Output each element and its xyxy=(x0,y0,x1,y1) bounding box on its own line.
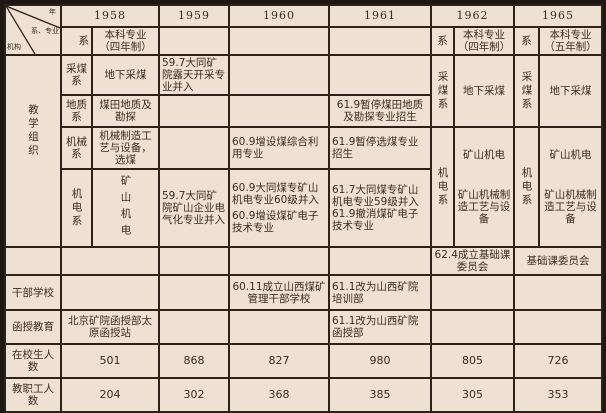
dept-header-1965: 系 xyxy=(513,26,540,56)
empty-cell xyxy=(158,274,230,311)
correspondence-1961: 61.1改为山西矿院函授部 xyxy=(328,309,432,345)
students-1961: 980 xyxy=(328,343,432,379)
cadre-1960: 60.11成立山西煤矿管理干部学校 xyxy=(228,274,330,311)
empty-cell xyxy=(430,309,515,345)
year-1965: 1965 xyxy=(513,4,603,28)
correspondence-label: 函授教育 xyxy=(4,309,62,345)
staff-1959: 302 xyxy=(158,377,230,413)
corner-org: 机构 xyxy=(7,43,21,51)
students-1959: 868 xyxy=(158,343,230,379)
dept-header-1962: 系 xyxy=(430,26,455,56)
staff-1960: 368 xyxy=(228,377,330,413)
empty-cell xyxy=(158,309,230,345)
empty-cell xyxy=(60,274,160,311)
empty-cell xyxy=(228,94,330,128)
empty-cell xyxy=(228,26,330,56)
basic-1965: 基础课委员会 xyxy=(513,246,603,276)
cadre-label: 干部学校 xyxy=(4,274,62,311)
empty-cell xyxy=(158,94,230,128)
dept-em-1965: 机电系 xyxy=(513,126,540,248)
staff-1962: 305 xyxy=(430,377,515,413)
electromech-1959: 59.7大同矿院矿山企业电气化专业并入 xyxy=(158,168,230,248)
staff-1958: 204 xyxy=(60,377,160,413)
students-label: 在校生人数 xyxy=(4,343,62,379)
empty-cell xyxy=(158,126,230,170)
year-1958: 1958 xyxy=(60,4,160,28)
empty-cell xyxy=(513,309,603,345)
electromech-1961: 61.7大同煤专矿山机电专业59级并入 61.9撤消煤矿电子技术专业 xyxy=(328,168,432,248)
staff-label: 教职工人数 xyxy=(4,377,62,413)
mining-1959: 59.7大同矿院露天开采专业并入 xyxy=(158,54,230,96)
teaching-org-label: 教学组织 xyxy=(4,54,62,248)
empty-cell xyxy=(158,26,230,56)
geology-1961: 61.9暂停煤田地质及勘探专业招生 xyxy=(328,94,432,128)
year-1961: 1961 xyxy=(328,4,432,28)
major-mining-1962: 地下采煤 xyxy=(453,54,515,128)
dept-mining-1962: 采煤系 xyxy=(430,54,455,128)
majors-em-1965: 矿山机电 矿山机械制造工艺与设备 xyxy=(538,126,603,248)
corner-header: 年 系、专业 机构 xyxy=(4,4,62,56)
dept-electromech: 机电系 xyxy=(60,168,93,248)
students-1958: 501 xyxy=(60,343,160,379)
empty-cell xyxy=(158,246,230,276)
major-geology: 煤田地质及勘探 xyxy=(91,94,160,128)
basic-1962: 62.4成立基础课委员会 xyxy=(430,246,515,276)
dept-mining: 采煤系 xyxy=(60,54,93,96)
major-mining-1965: 地下采煤 xyxy=(538,54,603,128)
history-table: 年 系、专业 机构 1958 1959 1960 1961 1962 1965 … xyxy=(4,4,603,413)
year-1960: 1960 xyxy=(228,4,330,28)
empty-cell xyxy=(228,246,330,276)
corner-dept-major: 系、专业 xyxy=(31,27,59,35)
staff-1965: 353 xyxy=(513,377,603,413)
empty-cell xyxy=(60,246,160,276)
students-1962: 805 xyxy=(430,343,515,379)
empty-cell xyxy=(228,54,330,96)
major-machinery: 机械制造工艺与设备，选煤 xyxy=(91,126,160,170)
corner-year: 年 xyxy=(49,8,56,16)
major-header-1962: 本科专业（四年制） xyxy=(453,26,515,56)
majors-em-1962: 矿山机电 矿山机械制造工艺与设备 xyxy=(453,126,515,248)
major-electromech: 矿山机电 xyxy=(91,168,160,248)
dept-mining-1965: 采煤系 xyxy=(513,54,540,128)
dept-machinery: 机械系 xyxy=(60,126,93,170)
empty-cell xyxy=(328,246,432,276)
dept-em-1962: 机电系 xyxy=(430,126,455,248)
students-1965: 726 xyxy=(513,343,603,379)
staff-1961: 385 xyxy=(328,377,432,413)
empty-cell xyxy=(228,309,330,345)
electromech-1960: 60.9大同煤专矿山机电专业60级并入 60.9增设煤矿电子技术专业 xyxy=(228,168,330,248)
major-header-1958: 本科专业（四年制） xyxy=(91,26,160,56)
correspondence-1958: 北京矿院函授部太原函授站 xyxy=(60,309,160,345)
empty-cell xyxy=(513,274,603,311)
year-1962: 1962 xyxy=(430,4,515,28)
dept-geology: 地质系 xyxy=(60,94,93,128)
major-header-1965: 本科专业（五年制） xyxy=(538,26,603,56)
empty-cell xyxy=(430,274,515,311)
year-1959: 1959 xyxy=(158,4,230,28)
empty-cell xyxy=(4,246,62,276)
machinery-1960: 60.9增设煤综合利用专业 xyxy=(228,126,330,170)
dept-header-1958: 系 xyxy=(60,26,93,56)
empty-cell xyxy=(328,26,432,56)
cadre-1961: 61.1改为山西矿院培训部 xyxy=(328,274,432,311)
empty-cell xyxy=(328,54,432,96)
major-mining: 地下采煤 xyxy=(91,54,160,96)
students-1960: 827 xyxy=(228,343,330,379)
machinery-1961: 61.9暂停选煤专业招生 xyxy=(328,126,432,170)
